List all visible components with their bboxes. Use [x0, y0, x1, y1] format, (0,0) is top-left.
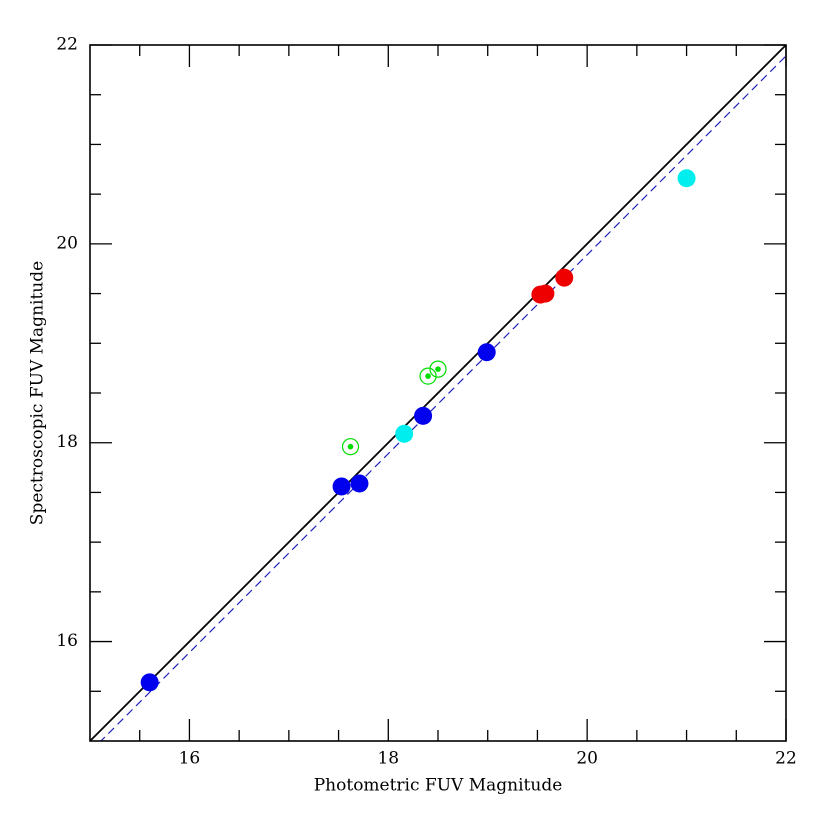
y-axis-label: Spectroscopic FUV Magnitude	[28, 261, 48, 525]
point	[350, 474, 369, 493]
point	[395, 424, 414, 443]
point	[347, 443, 354, 450]
point	[332, 477, 351, 496]
point	[435, 366, 441, 372]
point	[555, 268, 574, 287]
point	[477, 343, 496, 362]
plot-frame	[89, 44, 787, 742]
point-ring	[429, 360, 447, 378]
x-tick-label: 18	[377, 749, 399, 769]
x-tick-label: 16	[179, 749, 201, 769]
x-axis-label: Photometric FUV Magnitude	[314, 776, 563, 796]
reference-line	[100, 55, 786, 741]
point	[140, 673, 159, 692]
y-tick-label: 18	[56, 432, 78, 452]
point	[536, 284, 555, 303]
point-ring	[341, 438, 360, 456]
y-tick-label: 22	[56, 35, 78, 55]
point-ring	[419, 367, 437, 385]
point	[425, 373, 431, 379]
y-tick-label: 16	[56, 631, 78, 651]
point	[414, 406, 433, 425]
x-tick-label: 20	[576, 749, 598, 769]
x-tick-label: 22	[775, 749, 797, 769]
reference-line	[90, 45, 786, 741]
y-tick-label: 20	[56, 233, 78, 253]
point	[677, 169, 696, 188]
